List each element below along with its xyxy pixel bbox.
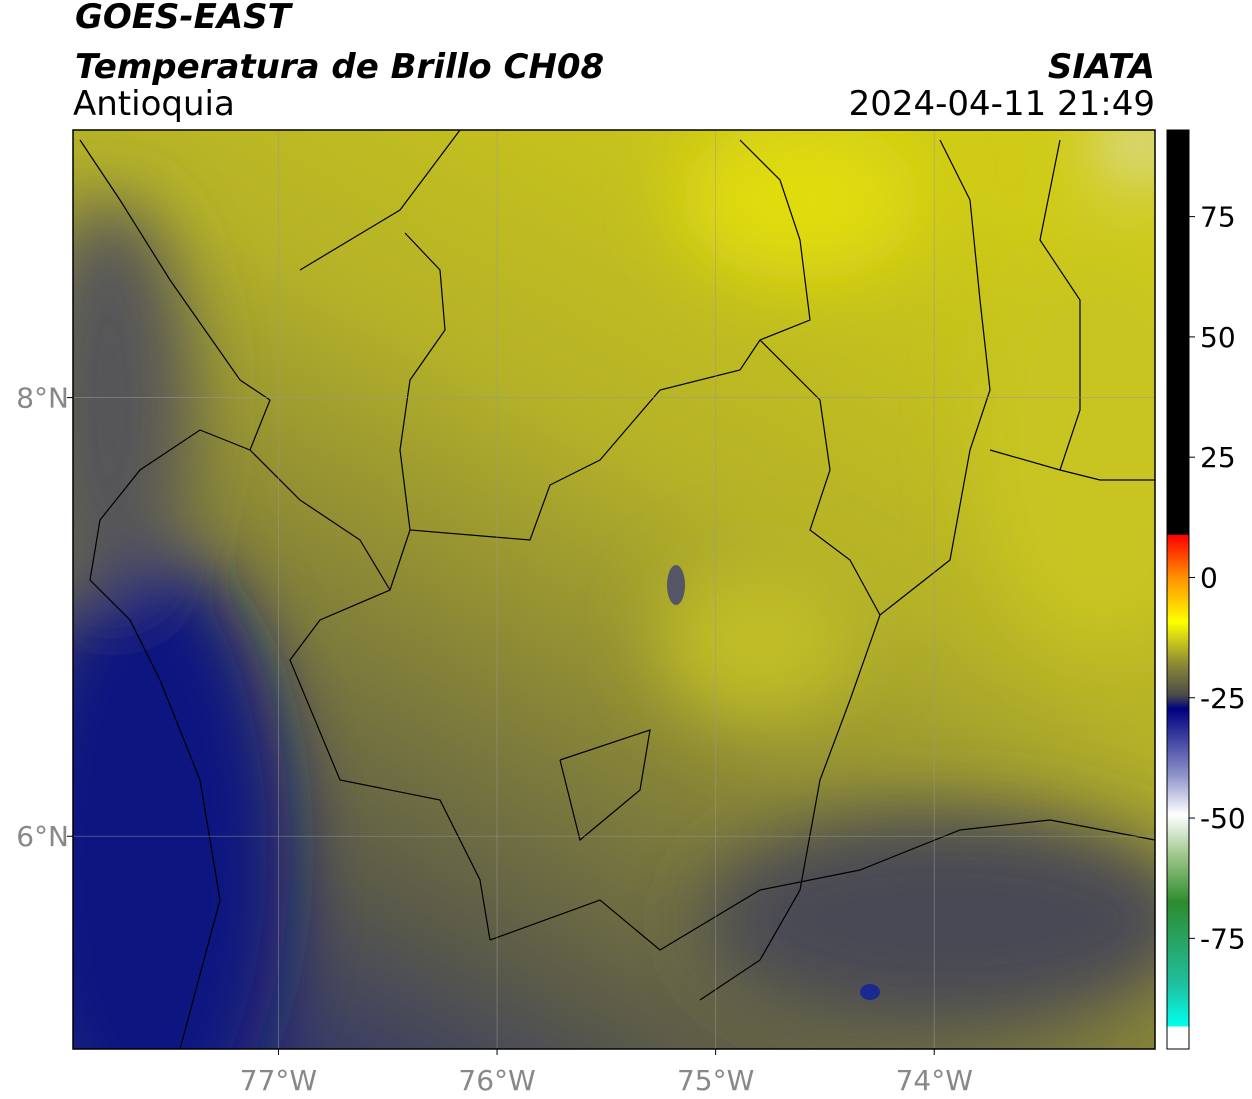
colorbar-tick-label: -25: [1200, 682, 1246, 715]
x-tick-label: 75°W: [677, 1064, 754, 1097]
colorbar-tick-label: -50: [1200, 802, 1246, 835]
x-tick-label: 74°W: [896, 1064, 973, 1097]
title: GOES-EAST: [75, 0, 294, 37]
region: Antioquia: [73, 84, 235, 124]
y-tick-label: 8°N: [16, 382, 69, 415]
x-tick-label: 76°W: [458, 1064, 535, 1097]
map-image: [73, 130, 1155, 1049]
colorbar-tick-label: 75: [1200, 201, 1236, 234]
y-tick-label: 6°N: [16, 820, 69, 853]
source: SIATA: [1048, 47, 1155, 87]
timestamp: 2024-04-11 21:49: [849, 84, 1155, 124]
map-frame: [72, 129, 1156, 1050]
colorbar-tick-label: -75: [1200, 922, 1246, 955]
colorbar-tick-label: 0: [1200, 561, 1218, 594]
subtitle: Temperatura de Brillo CH08: [75, 47, 604, 87]
colorbar-tick-label: 50: [1200, 321, 1236, 354]
x-tick-label: 77°W: [240, 1064, 317, 1097]
graticule: [73, 130, 1155, 1049]
colorbar: [1166, 129, 1190, 1050]
colorbar-tick-label: 25: [1200, 441, 1236, 474]
